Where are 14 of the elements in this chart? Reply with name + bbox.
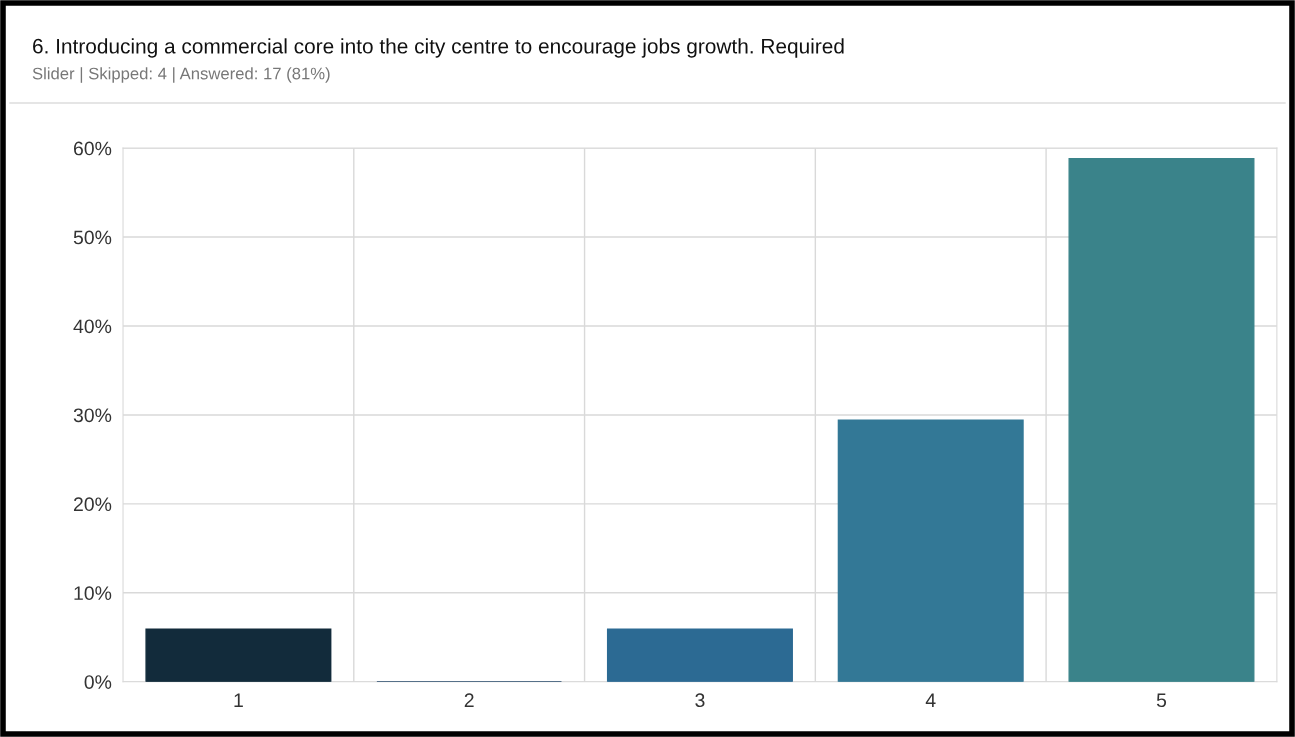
y-tick-label: 0% <box>84 675 112 689</box>
y-tick-label: 30% <box>73 408 112 423</box>
x-tick-label: 4 <box>925 693 936 707</box>
y-tick-label: 60% <box>73 141 112 156</box>
x-tick-label: 3 <box>695 693 705 708</box>
chart-title: 6. Introducing a commercial core into the city centre to encourage jobs growth. Required <box>33 38 844 58</box>
x-tick-label: 5 <box>1156 693 1167 708</box>
y-tick-label: 10% <box>74 586 112 601</box>
y-tick-label: 40% <box>73 319 112 334</box>
y-tick-label: 50% <box>73 230 112 245</box>
chart-subtitle: Slider | Skipped: 4 | Answered: 17 (81%) <box>32 67 330 83</box>
x-tick-label: 1 <box>234 693 243 707</box>
x-tick-label: 2 <box>464 693 474 707</box>
y-tick-label: 20% <box>73 497 112 512</box>
